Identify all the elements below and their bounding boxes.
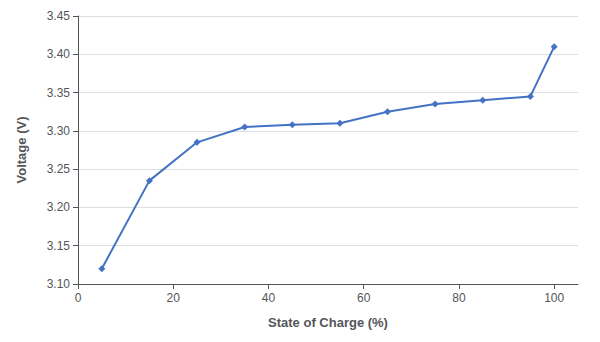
svg-text:3.15: 3.15 (47, 239, 71, 253)
svg-text:3.30: 3.30 (47, 124, 71, 138)
svg-text:40: 40 (262, 291, 276, 305)
svg-text:3.35: 3.35 (47, 86, 71, 100)
svg-text:80: 80 (452, 291, 466, 305)
svg-text:3.10: 3.10 (47, 277, 71, 291)
svg-text:60: 60 (357, 291, 371, 305)
svg-text:20: 20 (167, 291, 181, 305)
svg-text:3.20: 3.20 (47, 200, 71, 214)
svg-text:Voltage (V): Voltage (V) (14, 117, 29, 184)
svg-text:3.25: 3.25 (47, 162, 71, 176)
svg-text:0: 0 (75, 291, 82, 305)
svg-text:State of Charge (%): State of Charge (%) (268, 315, 388, 330)
svg-text:100: 100 (544, 291, 564, 305)
svg-text:3.40: 3.40 (47, 47, 71, 61)
svg-text:3.45: 3.45 (47, 9, 71, 23)
